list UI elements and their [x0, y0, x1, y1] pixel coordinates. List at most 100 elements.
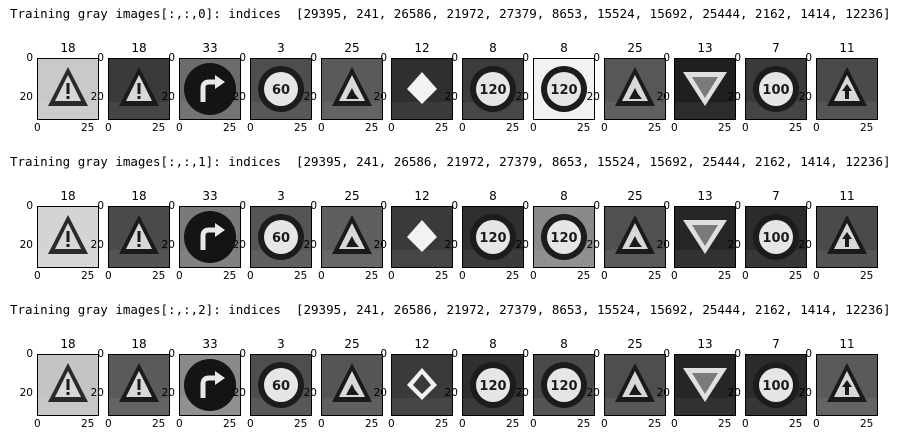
y-tick-label: 0 — [97, 52, 104, 64]
y-tick-label: 0 — [239, 348, 246, 360]
sign-image: 60 — [250, 206, 312, 268]
sign-image — [321, 206, 383, 268]
y-tick-label: 20 — [19, 91, 33, 103]
x-tick-label: 0 — [247, 270, 254, 282]
sign-image: 120 — [462, 206, 524, 268]
x-tick-label: 0 — [671, 122, 678, 134]
x-tick-label: 0 — [813, 418, 820, 430]
x-tick-label: 25 — [223, 418, 237, 430]
x-tick-label: 25 — [81, 122, 95, 134]
sign-image: 100 — [745, 58, 807, 120]
x-tick-label: 0 — [742, 418, 749, 430]
y-tick-label: 20 — [656, 387, 670, 399]
y-tick-label: 0 — [380, 52, 387, 64]
y-tick-label: 20 — [798, 91, 812, 103]
speed-limit-120-sign-icon: 120 — [470, 66, 516, 112]
caution-triangle-sign-icon — [119, 215, 159, 254]
x-tick-label: 0 — [34, 122, 41, 134]
sign-image — [37, 354, 99, 416]
row-header: Training gray images[:,:,1]: indices [29… — [10, 154, 891, 169]
subplot-title: 3 — [277, 189, 285, 203]
sign-image — [321, 354, 383, 416]
y-tick-label: 0 — [310, 200, 317, 212]
y-tick-label: 20 — [232, 91, 246, 103]
sign-image — [108, 206, 170, 268]
sign-number: 120 — [550, 83, 577, 98]
y-tick-label: 0 — [805, 348, 812, 360]
sign-image — [108, 58, 170, 120]
sign-number: 60 — [272, 83, 290, 98]
x-tick-label: 0 — [105, 418, 112, 430]
sign-image — [179, 354, 241, 416]
y-tick-label: 20 — [727, 387, 741, 399]
x-tick-label: 25 — [435, 418, 449, 430]
sign-image — [179, 206, 241, 268]
sign-image: 100 — [745, 206, 807, 268]
subplot-title: 11 — [839, 337, 855, 351]
y-tick-label: 20 — [90, 239, 104, 251]
x-tick-label: 25 — [294, 122, 308, 134]
sign-image: 120 — [533, 354, 595, 416]
x-tick-label: 25 — [294, 270, 308, 282]
subplot-title: 11 — [839, 189, 855, 203]
speed-limit-60-sign-icon: 60 — [258, 66, 304, 112]
speed-limit-120-sign-icon: 120 — [470, 214, 516, 260]
x-tick-label: 0 — [176, 418, 183, 430]
priority-road-sign-icon — [407, 220, 437, 252]
subplot-title: 25 — [627, 41, 643, 55]
speed-limit-120-sign-icon: 120 — [541, 362, 587, 408]
y-tick-label: 20 — [232, 387, 246, 399]
subplot-title: 3 — [277, 41, 285, 55]
x-tick-label: 0 — [318, 122, 325, 134]
speed-limit-100-sign-icon: 100 — [753, 66, 799, 112]
x-tick-label: 25 — [648, 270, 662, 282]
x-tick-label: 25 — [648, 122, 662, 134]
subplot-title: 33 — [202, 41, 218, 55]
y-tick-label: 20 — [161, 91, 175, 103]
y-tick-label: 0 — [310, 52, 317, 64]
y-tick-label: 0 — [26, 348, 33, 360]
speed-limit-100-sign-icon: 100 — [753, 214, 799, 260]
sign-number: 100 — [762, 231, 789, 246]
y-tick-label: 0 — [26, 52, 33, 64]
y-tick-label: 20 — [656, 91, 670, 103]
y-tick-label: 0 — [734, 200, 741, 212]
sign-image — [674, 206, 736, 268]
x-tick-label: 0 — [105, 122, 112, 134]
sign-number: 120 — [550, 379, 577, 394]
sign-image: 120 — [462, 58, 524, 120]
x-tick-label: 25 — [860, 270, 874, 282]
speed-limit-60-sign-icon: 60 — [258, 362, 304, 408]
road-work-sign-icon — [332, 67, 372, 106]
x-tick-label: 25 — [718, 270, 732, 282]
y-tick-label: 20 — [586, 387, 600, 399]
y-tick-label: 0 — [734, 348, 741, 360]
x-tick-label: 25 — [577, 270, 591, 282]
x-tick-label: 25 — [577, 418, 591, 430]
sign-image — [108, 354, 170, 416]
subplot-title: 25 — [627, 337, 643, 351]
right-of-way-sign-icon — [827, 215, 867, 254]
x-tick-label: 0 — [671, 418, 678, 430]
sign-image — [816, 206, 878, 268]
x-tick-label: 25 — [365, 122, 379, 134]
subplot-title: 8 — [489, 337, 497, 351]
sign-image: 120 — [533, 58, 595, 120]
y-tick-label: 0 — [805, 200, 812, 212]
x-tick-label: 25 — [223, 122, 237, 134]
caution-triangle-sign-icon — [119, 363, 159, 402]
y-tick-label: 0 — [380, 200, 387, 212]
x-tick-label: 25 — [506, 270, 520, 282]
priority-road-sign-icon — [407, 72, 437, 104]
x-tick-label: 0 — [105, 270, 112, 282]
y-tick-label: 20 — [232, 239, 246, 251]
x-tick-label: 25 — [789, 122, 803, 134]
subplot-title: 13 — [697, 337, 713, 351]
x-tick-label: 25 — [81, 270, 95, 282]
y-tick-label: 20 — [444, 239, 458, 251]
sign-number: 60 — [272, 231, 290, 246]
subplot-title: 8 — [560, 189, 568, 203]
subplot-title: 25 — [344, 41, 360, 55]
right-of-way-sign-icon — [827, 363, 867, 402]
y-tick-label: 20 — [19, 239, 33, 251]
